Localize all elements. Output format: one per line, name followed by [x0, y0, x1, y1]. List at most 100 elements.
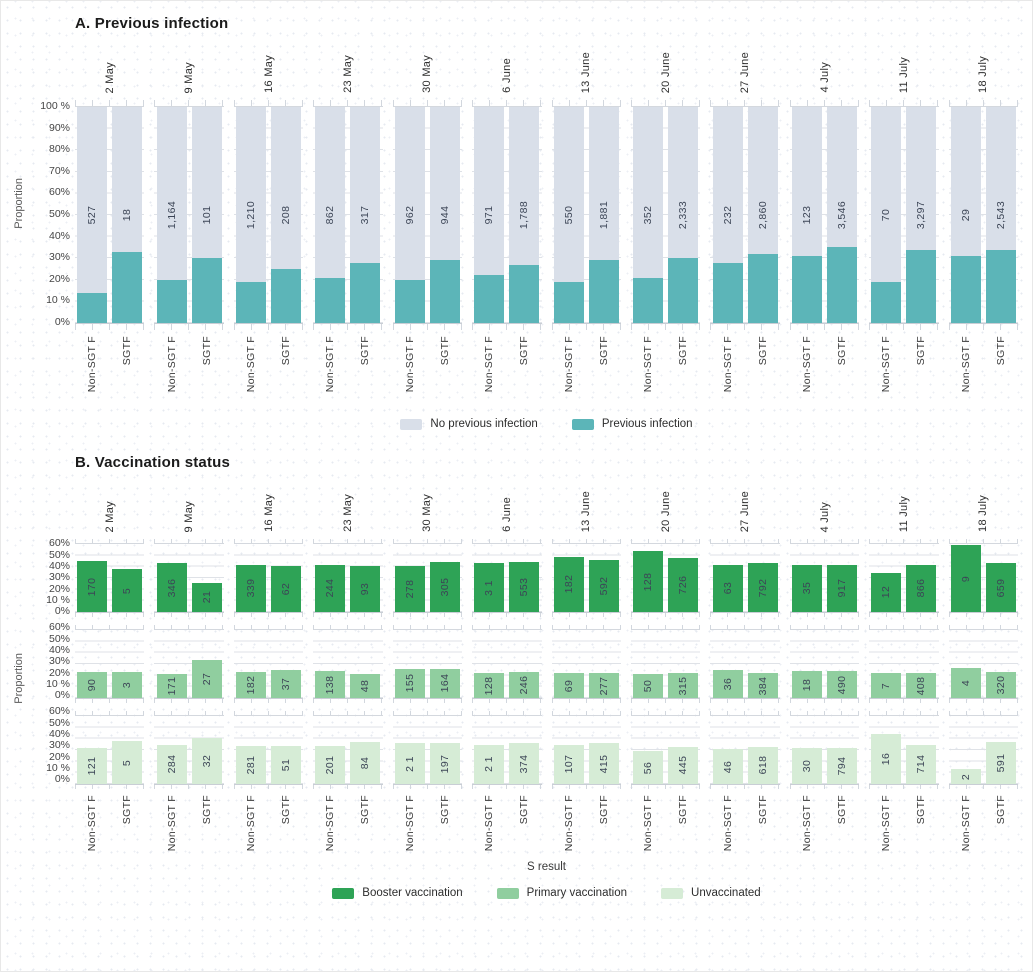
bar-sgtf: 866 [906, 564, 937, 613]
no-previous-infection-segment [553, 107, 584, 282]
x-category-slot: Non-SGT F [792, 795, 822, 851]
x-category-slot: Non-SGT F [951, 795, 981, 851]
bar-category-label: Non-SGT F [721, 795, 734, 852]
bar-category-label: SGTF [280, 795, 293, 825]
bar-count-label: 1,788 [518, 200, 531, 230]
x-category-slot: Non-SGT F [871, 795, 901, 851]
bar-count-label: 21 [200, 591, 213, 604]
bar-count-label: 971 [483, 205, 496, 225]
facet-plot-unvaccinated: 2 1 374 [472, 715, 542, 786]
x-category-slot: SGTF [430, 795, 460, 851]
x-category-slot: SGTF [748, 795, 778, 851]
bar-count-label: 70 [880, 208, 893, 222]
panel-b-ylabel-col: Proportion [11, 473, 29, 851]
axis-tickband [313, 625, 383, 630]
bar-count-label: 246 [518, 675, 531, 695]
no-previous-infection-segment [429, 107, 460, 261]
axis-tickband [75, 613, 145, 618]
ytick-label: 50% [48, 208, 70, 220]
bar-count-label: 317 [359, 205, 372, 225]
x-category-slot: Non-SGT F [713, 336, 743, 392]
bar-category-label: SGTF [359, 795, 372, 825]
row-gap [154, 617, 223, 625]
week-label: 9 May [183, 61, 196, 93]
panel-b-legend: Booster vaccination Primary vaccination Un… [75, 887, 1018, 899]
facet-plot-primary-vaccination: 69 277 [551, 629, 621, 700]
x-category-slot: SGTF [192, 336, 222, 392]
bar-sgtf: 320 [985, 672, 1016, 699]
facet-plot-booster-vaccination: 182 592 [551, 543, 621, 614]
axis-tickband [233, 699, 304, 704]
axis-tickband [630, 625, 701, 630]
facet-plot: 550 1,881 [551, 106, 621, 324]
bar-count-label: 862 [324, 205, 337, 225]
facet-plot: 352 2,333 [630, 106, 701, 324]
bar-count-label: 2,860 [756, 200, 769, 230]
bar-non-sgtf: 155 [394, 668, 425, 699]
legend-item: No previous infection [400, 418, 538, 431]
bar-non-sgtf: 3 1 [474, 563, 505, 613]
legend-label: Primary vaccination [526, 887, 628, 900]
bar-count-label: 346 [165, 578, 178, 598]
no-previous-infection-segment [271, 107, 302, 269]
ytick-label: 30% [48, 251, 70, 264]
bar-category-label: Non-SGT F [86, 795, 99, 852]
previous-infection-segment [985, 249, 1016, 323]
facet-plot-unvaccinated: 16 714 [869, 715, 939, 786]
axis-tickband [154, 625, 224, 630]
axis-tickband [392, 324, 463, 330]
stacked-bar-sgtf: 944 [429, 107, 460, 323]
ytick-label: 20% [48, 666, 70, 679]
axis-tickband [233, 625, 304, 630]
bar-category-label: SGTF [836, 795, 848, 825]
facet-header: 2 May [75, 34, 144, 100]
bar-category-label: Non-SGT F [324, 336, 337, 393]
bar-category-label: SGTF [121, 336, 134, 366]
axis-tickband [789, 100, 860, 106]
bar-category-label: SGTF [438, 795, 451, 825]
ytick-label: 60% [48, 621, 70, 634]
axis-tickband [869, 324, 939, 330]
facet-week: 23 May 244 93 138 48 201 84 Non-SGT F SGTF [313, 473, 383, 851]
row-gap [154, 703, 223, 711]
facet-footer: Non-SGT F SGTF [313, 789, 382, 851]
row-gap [393, 617, 462, 625]
bar-category-label: Non-SGT F [483, 795, 496, 852]
bar-non-sgtf: 35 [792, 564, 822, 613]
facet-header: 9 May [154, 34, 223, 100]
legend-swatch [571, 418, 594, 430]
ytick-label: 0% [54, 316, 70, 328]
facet-week: 30 May 962 944 Non-SGT F SGTF [392, 34, 463, 392]
stacked-bar-non-sgtf: 527 [77, 107, 108, 323]
week-label: 30 May [421, 494, 434, 533]
bar-count-label: 18 [121, 208, 134, 222]
week-label: 18 July [977, 495, 990, 533]
bar-count-label: 944 [438, 205, 451, 225]
row-gap [472, 703, 541, 711]
axis-tickband [472, 625, 542, 630]
bar-count-label: 244 [324, 579, 337, 598]
bar-count-label: 37 [280, 677, 293, 691]
x-category-slot: Non-SGT F [633, 795, 663, 851]
facet-plot-booster-vaccination: 278 305 [392, 543, 463, 614]
bar-count-label: 2 [959, 773, 972, 780]
x-category-slot: SGTF [112, 336, 142, 392]
bar-count-label: 182 [562, 575, 575, 594]
facet-plot: 962 944 [392, 106, 463, 324]
row-gap [631, 703, 700, 711]
bar-category-label: SGTF [994, 795, 1007, 825]
facet-plot: 123 3,546 [789, 106, 860, 324]
facet-plot-unvaccinated: 284 32 [154, 715, 224, 786]
stacked-bar-non-sgtf: 29 [950, 107, 981, 323]
bar-category-label: Non-SGT F [959, 336, 972, 393]
facet-week: 13 June 182 592 69 277 107 415 Non-SGT F SGTF [551, 473, 621, 851]
bar-sgtf: 408 [906, 673, 937, 699]
axis-tickband [472, 613, 542, 618]
no-previous-infection-segment [906, 107, 937, 250]
stacked-bar-non-sgtf: 123 [792, 107, 822, 323]
x-category-slot: Non-SGT F [395, 336, 425, 392]
bar-count-label: 29 [959, 208, 972, 222]
legend-label: No previous infection [430, 418, 538, 431]
bar-category-label: Non-SGT F [165, 795, 178, 852]
